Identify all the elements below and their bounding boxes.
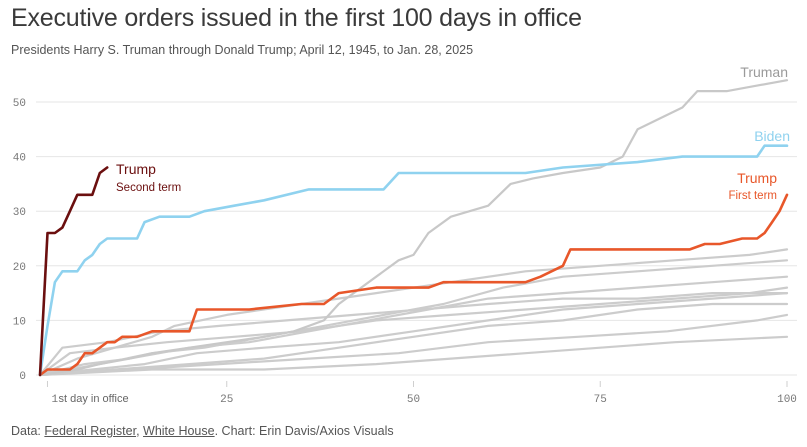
x-tick-label: 100 (777, 394, 797, 406)
series-line-other (38, 335, 789, 377)
series-line-trump-second (38, 166, 109, 377)
series-line-biden (38, 144, 789, 377)
y-tick-label: 20 (13, 262, 26, 274)
y-tick-label: 40 (13, 153, 26, 165)
series-line-other (38, 313, 789, 377)
y-tick-label: 30 (13, 207, 26, 219)
series-layer (38, 79, 789, 377)
gridlines (36, 101, 797, 376)
series-line-trump-first (38, 193, 789, 377)
y-axis-labels: 0 10 20 30 40 50 (13, 98, 26, 383)
source-prefix: Data: (11, 424, 45, 438)
x-tick-label: 1 (51, 394, 58, 406)
y-tick-label: 10 (13, 316, 26, 328)
x-tick-label: 50 (407, 394, 420, 406)
series-line-other (38, 248, 789, 377)
page-title: Executive orders issued in the first 100… (11, 4, 582, 32)
source-separator: , (136, 424, 144, 438)
annotation-trump-second: Trump (116, 161, 156, 177)
series-line-other (38, 302, 789, 377)
annotation-biden: Biden (754, 128, 790, 144)
annotation-trump-first: Trump (737, 170, 777, 186)
federal-register-link[interactable]: Federal Register (44, 424, 137, 438)
source-suffix: . Chart: Erin Davis/Axios Visuals (214, 424, 394, 438)
page-subtitle: Presidents Harry S. Truman through Donal… (11, 43, 474, 57)
x-tick-label: 25 (220, 394, 233, 406)
series-line-other (38, 286, 789, 377)
y-tick-label: 0 (19, 371, 26, 383)
annotation-truman: Truman (740, 64, 788, 80)
series-line-truman (38, 79, 789, 377)
y-tick-label: 50 (13, 98, 26, 110)
x-tick-note: st day in office (58, 393, 128, 405)
annotation-trump-second-sub: Second term (116, 182, 181, 194)
annotation-trump-first-sub: First term (728, 190, 777, 202)
x-tick-label: 75 (594, 394, 607, 406)
source-note: Data: Federal Register, White House. Cha… (11, 424, 394, 438)
annotation-layer: Trump Second term Biden Truman Trump First te… (116, 64, 790, 202)
series-line-other (38, 292, 789, 377)
white-house-link[interactable]: White House (143, 424, 215, 438)
